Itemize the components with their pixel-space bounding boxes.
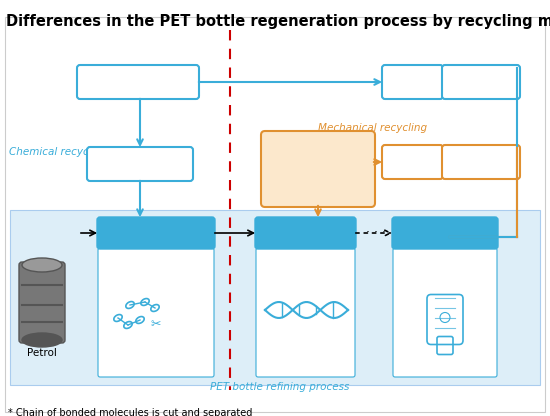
Text: PET bottle refining process: PET bottle refining process <box>210 382 350 392</box>
Text: Pulverizing: Pulverizing <box>452 77 510 87</box>
FancyBboxPatch shape <box>10 210 540 385</box>
FancyBboxPatch shape <box>392 217 498 249</box>
FancyBboxPatch shape <box>19 262 65 343</box>
Text: Chemical recycling: Chemical recycling <box>9 147 107 157</box>
Text: Petrol: Petrol <box>27 348 57 358</box>
Text: Bonded
molecules: Bonded molecules <box>283 278 328 297</box>
FancyBboxPatch shape <box>256 248 355 377</box>
FancyBboxPatch shape <box>442 65 520 99</box>
FancyBboxPatch shape <box>77 65 199 99</box>
Text: Washing: Washing <box>390 157 435 167</box>
Ellipse shape <box>22 333 62 347</box>
FancyBboxPatch shape <box>255 217 356 249</box>
FancyBboxPatch shape <box>97 217 215 249</box>
FancyBboxPatch shape <box>261 131 375 207</box>
FancyBboxPatch shape <box>393 248 497 377</box>
FancyBboxPatch shape <box>442 145 520 179</box>
Ellipse shape <box>22 258 62 272</box>
Text: * Chain of bonded molecules is cut and separated: * Chain of bonded molecules is cut and s… <box>8 408 252 416</box>
Text: Depolymerization*: Depolymerization* <box>89 77 187 87</box>
FancyBboxPatch shape <box>87 147 193 181</box>
Text: Washing: Washing <box>390 77 435 87</box>
Text: PET raw material: PET raw material <box>106 228 206 238</box>
Text: Depolymerization*: Depolymerization* <box>114 278 199 287</box>
FancyBboxPatch shape <box>382 145 443 179</box>
FancyBboxPatch shape <box>382 65 443 99</box>
Text: Macromolecule: Macromolecule <box>266 265 345 275</box>
Text: PET bottle: PET bottle <box>415 228 476 238</box>
FancyBboxPatch shape <box>98 248 214 377</box>
Text: Molecule: Molecule <box>133 265 179 275</box>
Text: · · ·: · · · <box>362 226 386 240</box>
Text: ✂: ✂ <box>151 319 161 332</box>
Text: Decontamination
using heat, vacuum,
etc.: Decontamination using heat, vacuum, etc. <box>268 152 368 186</box>
Text: Refining: Refining <box>119 159 161 169</box>
Text: Mechanical recycling: Mechanical recycling <box>318 123 427 133</box>
Text: Differences in the PET bottle regeneration process by recycling method: Differences in the PET bottle regenerati… <box>6 14 550 29</box>
Text: Pulverizing: Pulverizing <box>452 157 510 167</box>
Text: PET resin: PET resin <box>278 228 333 238</box>
